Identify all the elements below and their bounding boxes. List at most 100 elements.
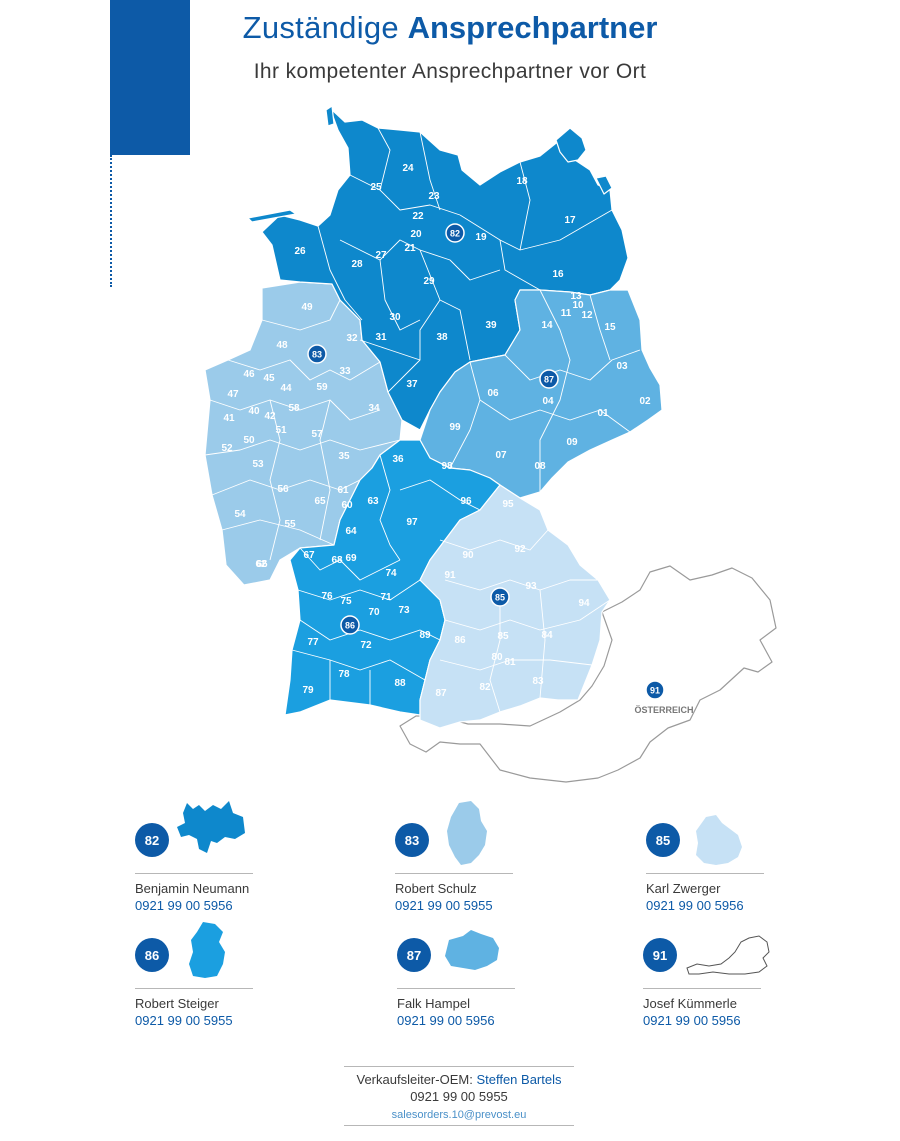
region-label-29: 29 [423,276,435,287]
region-label-56: 56 [277,484,289,495]
region-label-26: 26 [294,246,306,257]
region-label-57: 57 [311,429,323,440]
footer-contact: Verkaufsleiter-OEM: Steffen Bartels 0921… [344,1066,574,1126]
contact-phone[interactable]: 0921 99 00 5955 [135,1013,233,1028]
contact-phone[interactable]: 0921 99 00 5956 [646,898,744,913]
region-label-58: 58 [288,403,300,414]
footer-lead: Verkaufsleiter-OEM: Steffen Bartels [344,1072,574,1087]
region-label-11: 11 [561,308,572,319]
region-83-shape-icon [447,801,487,865]
footer-email-link[interactable]: salesorders.10@prevost.eu [391,1109,527,1121]
card-divider [395,873,513,874]
region-label-28: 28 [351,259,363,270]
region-label-98: 98 [441,461,453,472]
page-title: Zuständige Ansprechpartner [0,10,900,46]
contact-phone[interactable]: 0921 99 00 5956 [135,898,233,913]
region-label-09: 09 [566,437,578,448]
region-label-71: 71 [380,592,392,603]
region-label-76: 76 [321,591,333,602]
austria-outline [399,565,777,783]
island-north-frisia [325,105,335,127]
region-label-38: 38 [436,332,448,343]
map-badge-83[interactable]: 83 [307,344,327,364]
austria-outline-icon [686,935,770,975]
region-label-69: 69 [345,553,357,564]
region-label-39: 39 [485,320,497,331]
region-label-78: 78 [338,669,350,680]
card-divider [135,988,253,989]
region-label-20: 20 [410,229,422,240]
contact-name: Karl Zwerger [646,881,721,896]
region-label-03: 03 [616,361,628,372]
contact-phone[interactable]: 0921 99 00 5955 [395,898,493,913]
region-label-59: 59 [316,382,328,393]
map-badge-85[interactable]: 85 [490,587,510,607]
region-label-92: 92 [514,544,526,555]
region-label-53: 53 [252,459,264,470]
title-light: Zuständige [242,10,399,45]
region-label-32: 32 [346,333,358,344]
region-label-42: 42 [264,411,276,422]
region-label-88: 88 [394,678,406,689]
region-87-shape-icon [445,930,499,970]
map-badge-label: 91 [650,686,660,696]
region-label-34: 34 [368,403,380,414]
contact-phone[interactable]: 0921 99 00 5956 [397,1013,495,1028]
region-label-66: 66 [256,559,268,570]
region-label-86: 86 [454,635,466,646]
region-87 [419,289,663,499]
region-label-62: 62 [255,559,267,570]
region-badge-icon: 87 [397,938,431,972]
region-label-47: 47 [227,389,239,400]
map-badge-87[interactable]: 87 [539,369,559,389]
map-badge-86[interactable]: 86 [340,615,360,635]
map-badge-82[interactable]: 82 [445,223,465,243]
region-86-shape-icon [189,922,225,978]
region-label-74: 74 [385,568,397,579]
region-label-35: 35 [338,451,350,462]
region-label-97: 97 [406,517,418,528]
region-label-40: 40 [248,406,260,417]
region-label-83: 83 [532,676,544,687]
region-label-30: 30 [389,312,401,323]
region-label-95: 95 [502,499,514,510]
region-85-shape-icon [696,815,742,865]
region-label-70: 70 [368,607,380,618]
region-label-73: 73 [398,605,410,616]
region-label-18: 18 [516,176,528,187]
region-label-67: 67 [303,550,315,561]
footer-phone[interactable]: 0921 99 00 5955 [410,1089,508,1104]
header-blue-block [110,0,190,155]
region-label-10: 10 [572,300,584,311]
region-label-99: 99 [449,422,461,433]
map-badge-91[interactable]: 91 [645,680,665,700]
region-82-shape-icon [177,801,245,853]
region-label-60: 60 [341,500,353,511]
region-label-13: 13 [570,291,582,302]
region-label-25: 25 [370,182,382,193]
map-badge-label: 83 [312,350,322,360]
contact-name: Robert Steiger [135,996,219,1011]
contact-name: Benjamin Neumann [135,881,250,896]
card-divider [397,988,515,989]
map-badge-label: 82 [450,229,460,239]
region-label-63: 63 [367,496,379,507]
title-bold: Ansprechpartner [407,10,658,45]
region-label-21: 21 [404,243,416,254]
region-label-80: 80 [491,652,503,663]
region-label-65: 65 [314,496,326,507]
map-badge-label: 85 [495,593,505,603]
card-divider [646,873,764,874]
region-label-89: 89 [419,630,431,641]
region-label-14: 14 [541,320,553,331]
region-label-77: 77 [307,637,319,648]
contact-name: Robert Schulz [395,881,477,896]
region-label-31: 31 [375,332,387,343]
island-east-frisia [247,209,297,223]
region-label-94: 94 [578,598,590,609]
region-label-16: 16 [552,269,564,280]
contact-phone[interactable]: 0921 99 00 5956 [643,1013,741,1028]
region-label-46: 46 [243,369,255,380]
region-label-37: 37 [406,379,418,390]
